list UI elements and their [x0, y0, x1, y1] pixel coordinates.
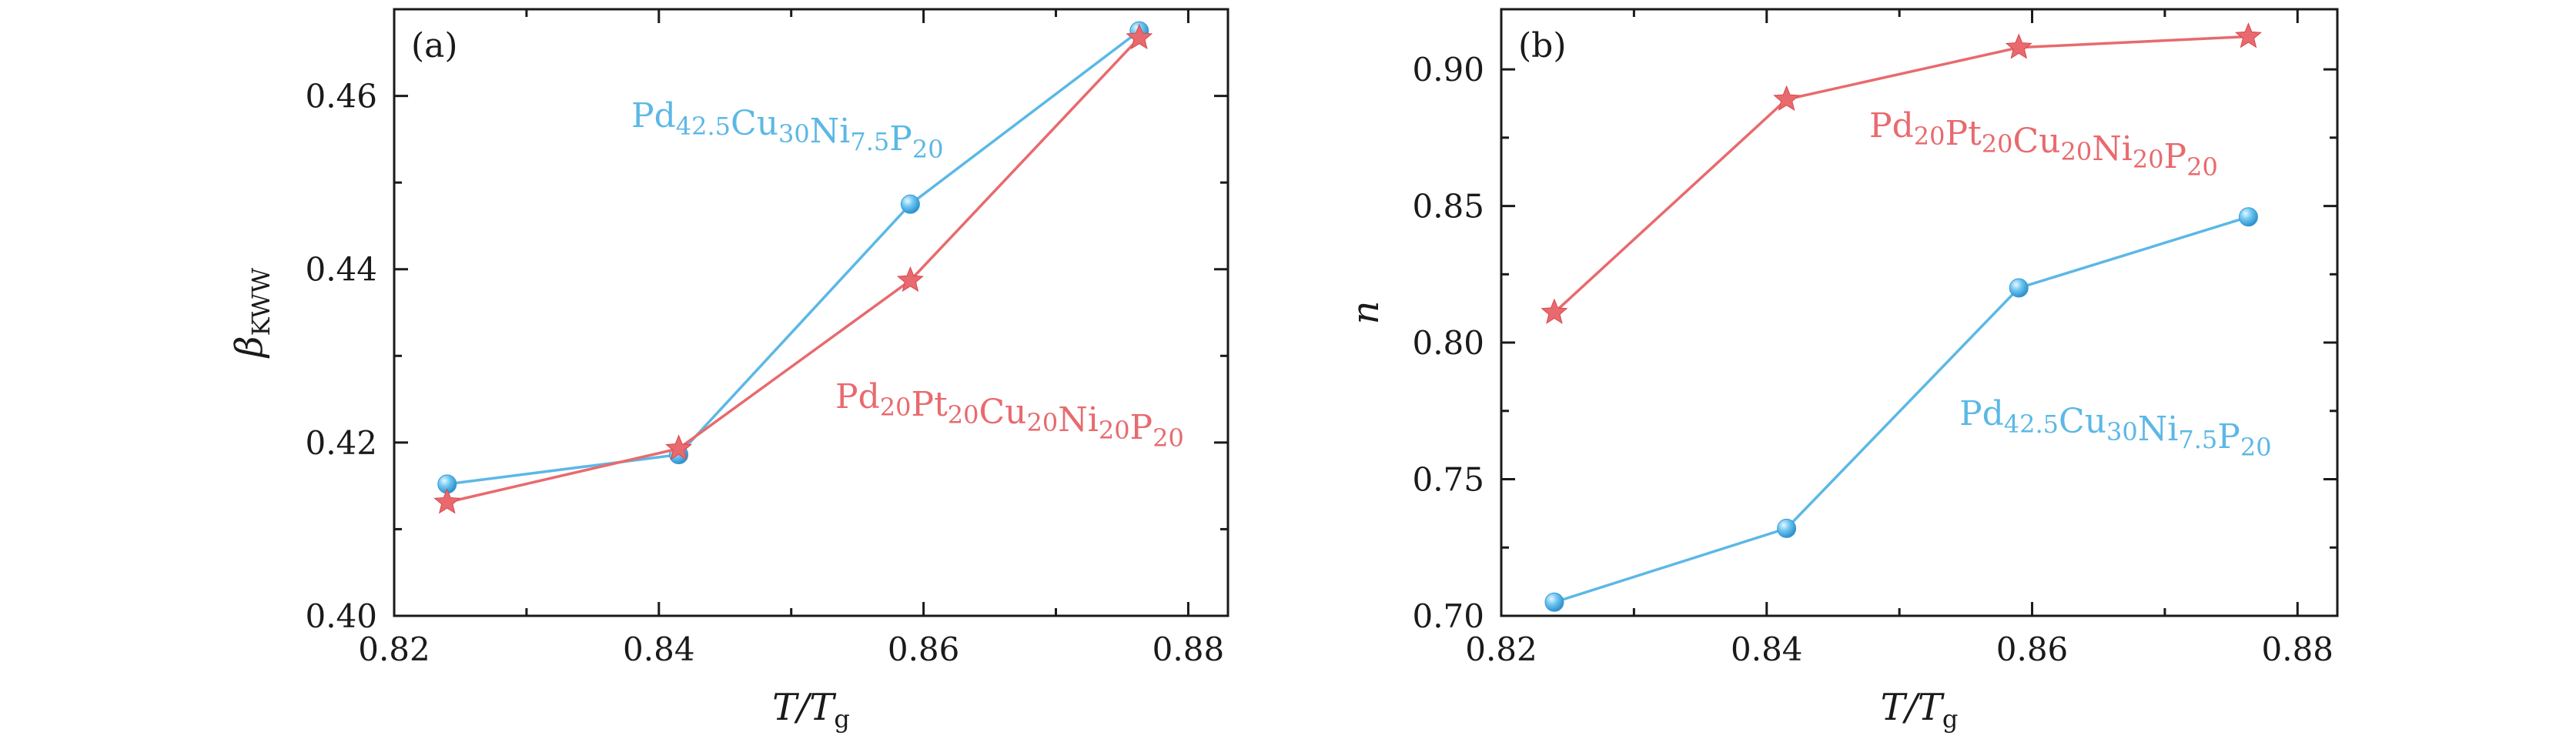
- series-annotation: Pd42.5Cu30Ni7.5P20: [631, 96, 944, 164]
- data-point-star: [896, 266, 924, 293]
- y-tick-label: 0.40: [305, 597, 377, 635]
- x-tick-label: 0.84: [1731, 630, 1803, 668]
- data-point-star: [665, 434, 693, 460]
- y-tick-label: 0.46: [305, 78, 377, 115]
- chart-panel-a: 0.82 0.84 0.86 0.88 0.40 0.42 0.44 0.46 T/Tg βKWW…: [228, 8, 1229, 734]
- series-annotation: Pd20Pt20Cu20Ni20P20: [1869, 106, 2218, 182]
- y-axis-label: n: [1344, 301, 1387, 325]
- y-tick-label: 0.44: [305, 251, 377, 289]
- plot-frame: [393, 8, 1229, 617]
- data-point-circle: [1544, 592, 1564, 612]
- y-tick-label: 0.85: [1412, 188, 1484, 226]
- series-1: [433, 23, 1153, 514]
- panel-label: (a): [411, 26, 458, 65]
- y-tick-label: 0.70: [1412, 597, 1484, 635]
- data-point-star: [1126, 23, 1153, 49]
- data-point-star: [2235, 22, 2262, 48]
- panel-label: (b): [1518, 26, 1567, 65]
- data-point-star: [1541, 298, 1568, 324]
- data-point-circle: [2239, 207, 2259, 227]
- x-tick-label: 0.84: [623, 630, 695, 668]
- data-point-circle: [2009, 278, 2029, 298]
- x-tick-label: 0.82: [1465, 630, 1537, 668]
- data-point-star: [2005, 33, 2032, 59]
- series-annotation: Pd20Pt20Cu20Ni20P20: [835, 377, 1184, 453]
- y-tick-label: 0.90: [1412, 51, 1484, 89]
- x-tick-label: 0.88: [1153, 630, 1225, 668]
- x-tick-label: 0.86: [1996, 630, 2069, 668]
- data-point-star: [1773, 85, 1801, 111]
- y-axis-label: βKWW: [228, 268, 276, 359]
- series-line: [447, 29, 1140, 486]
- series-line: [1553, 35, 2249, 314]
- series-0: [1541, 22, 2262, 324]
- series-annotation: Pd42.5Cu30Ni7.5P20: [1959, 394, 2272, 462]
- x-axis-label: T/Tg: [772, 686, 850, 734]
- data-point-circle: [1777, 518, 1797, 538]
- series-line: [447, 36, 1141, 504]
- data-point-circle: [900, 194, 920, 214]
- chart-panel-b: 0.82 0.84 0.86 0.88 0.70 0.75 0.80 0.85 0.90 T/Tg…: [1344, 8, 2339, 734]
- x-tick-label: 0.86: [888, 630, 960, 668]
- x-tick-label: 0.88: [2262, 630, 2334, 668]
- series-line: [1554, 216, 2250, 604]
- x-tick-label: 0.82: [358, 630, 430, 668]
- y-tick-label: 0.80: [1412, 324, 1484, 362]
- x-axis-label: T/Tg: [1881, 686, 1959, 734]
- plot-frame: [1500, 8, 2339, 617]
- series-1: [1544, 207, 2259, 612]
- y-tick-label: 0.75: [1412, 461, 1484, 499]
- data-point-star: [433, 488, 461, 514]
- y-tick-label: 0.42: [305, 424, 377, 462]
